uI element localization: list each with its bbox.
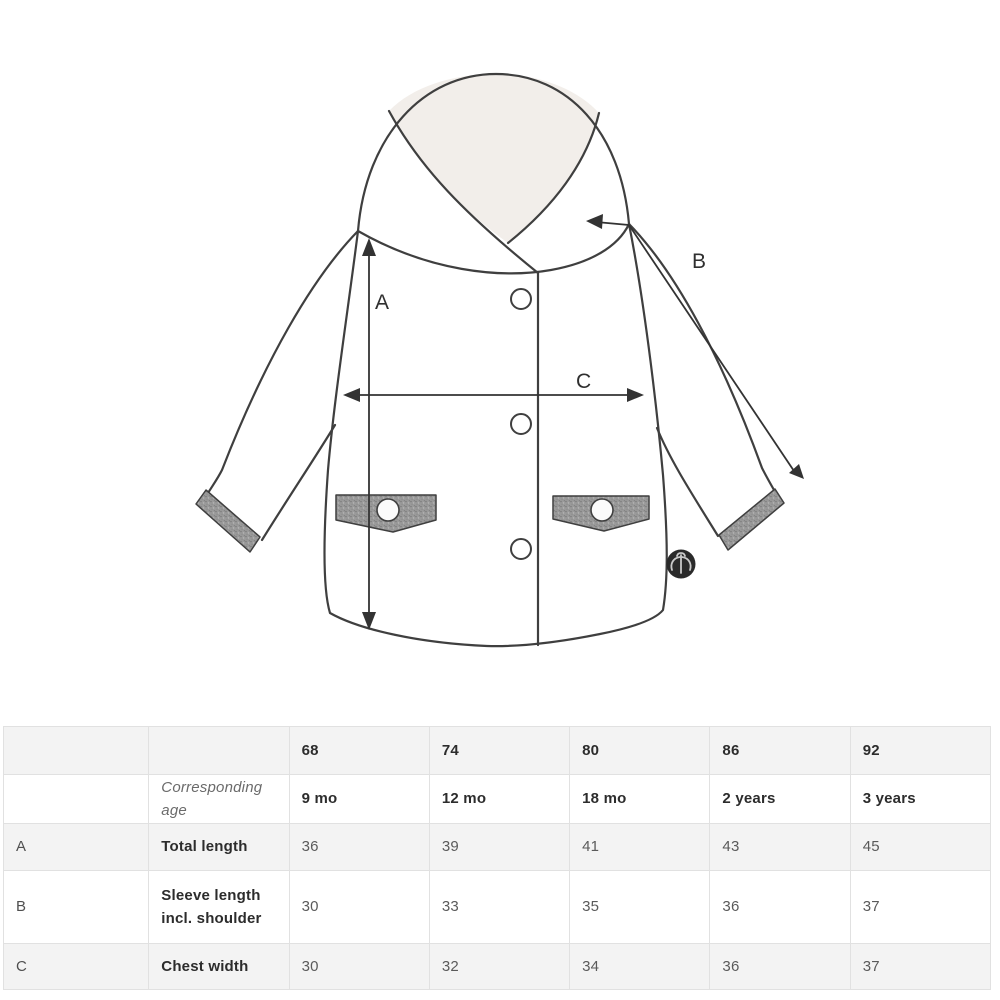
body-outline bbox=[323, 222, 668, 648]
left-sleeve-inner-edge bbox=[260, 423, 337, 542]
measure-arrowheads bbox=[343, 214, 804, 630]
jacket-outline bbox=[206, 72, 776, 648]
right-cuff bbox=[718, 488, 785, 551]
measure-label-a: A bbox=[375, 291, 389, 314]
value-cell: 45 bbox=[849, 823, 992, 871]
size-col-header: 92 bbox=[849, 726, 992, 775]
value-cell: 33 bbox=[428, 870, 571, 944]
measure-label-c: C bbox=[576, 370, 591, 393]
value-cell: 39 bbox=[428, 823, 571, 871]
table-row-age: Corresponding age 9 mo 12 mo 18 mo 2 yea… bbox=[2, 774, 992, 824]
front-button-top bbox=[510, 288, 532, 310]
value-cell: 43 bbox=[709, 823, 851, 871]
hood-outline bbox=[356, 72, 631, 233]
letter-cell: A bbox=[2, 823, 150, 871]
age-cell: 12 mo bbox=[428, 774, 571, 824]
size-col-header: 80 bbox=[569, 726, 711, 775]
corner-cell bbox=[148, 726, 290, 775]
pockets bbox=[335, 494, 650, 533]
value-cell: 36 bbox=[709, 943, 851, 990]
left-pocket-button bbox=[376, 498, 400, 522]
value-cell: 35 bbox=[569, 870, 711, 944]
age-cell: 9 mo bbox=[288, 774, 430, 824]
measure-row-label: Total length bbox=[148, 823, 290, 871]
left-cuff bbox=[195, 489, 261, 553]
table-row-sizes: 68 74 80 86 92 bbox=[2, 726, 992, 775]
table-row-total-length: A Total length 36 39 41 43 45 bbox=[2, 823, 992, 871]
corner-cell bbox=[2, 726, 150, 775]
size-col-header: 86 bbox=[709, 726, 851, 775]
size-col-header: 74 bbox=[428, 726, 571, 775]
right-sleeve-inner-edge bbox=[655, 426, 720, 538]
value-cell: 36 bbox=[288, 823, 430, 871]
hood-lining bbox=[389, 74, 599, 243]
value-cell: 37 bbox=[849, 943, 992, 990]
age-cell: 3 years bbox=[849, 774, 992, 824]
measure-label-b: B bbox=[692, 250, 706, 273]
age-cell: 2 years bbox=[709, 774, 851, 824]
letter-cell: C bbox=[2, 943, 150, 990]
measure-row-label: Sleeve length incl. shoulder bbox=[148, 870, 290, 944]
front-button-middle bbox=[510, 413, 532, 435]
size-table: 68 74 80 86 92 Corresponding age 9 mo 12… bbox=[2, 726, 992, 990]
age-row-label: Corresponding age bbox=[148, 774, 290, 824]
right-lapel-edge bbox=[506, 111, 601, 245]
measure-b-arrow-sleeve bbox=[628, 224, 795, 472]
value-cell: 37 bbox=[849, 870, 992, 944]
value-cell: 41 bbox=[569, 823, 711, 871]
right-sleeve-outer-edge bbox=[627, 222, 776, 492]
front-button-bottom bbox=[510, 538, 532, 560]
value-cell: 32 bbox=[428, 943, 571, 990]
brand-logo-icon bbox=[666, 549, 696, 579]
value-cell: 30 bbox=[288, 943, 430, 990]
measure-row-label: Chest width bbox=[148, 943, 290, 990]
left-lapel-edge bbox=[387, 109, 540, 275]
left-sleeve-outer-edge bbox=[206, 229, 360, 495]
value-cell: 36 bbox=[709, 870, 851, 944]
age-cell: 18 mo bbox=[569, 774, 711, 824]
value-cell: 34 bbox=[569, 943, 711, 990]
table-row-sleeve-length: B Sleeve length incl. shoulder 30 33 35 … bbox=[2, 870, 992, 944]
right-pocket-button bbox=[590, 498, 614, 522]
table-row-chest-width: C Chest width 30 32 34 36 37 bbox=[2, 943, 992, 990]
collar-neckline bbox=[356, 222, 631, 275]
letter-cell bbox=[2, 774, 150, 824]
letter-cell: B bbox=[2, 870, 150, 944]
cuffs bbox=[195, 488, 785, 553]
value-cell: 30 bbox=[288, 870, 430, 944]
front-buttons bbox=[510, 288, 532, 560]
jacket-line-drawing: A B C bbox=[195, 72, 804, 648]
size-col-header: 68 bbox=[288, 726, 430, 775]
jacket-measurement-diagram: A B C bbox=[195, 72, 804, 648]
